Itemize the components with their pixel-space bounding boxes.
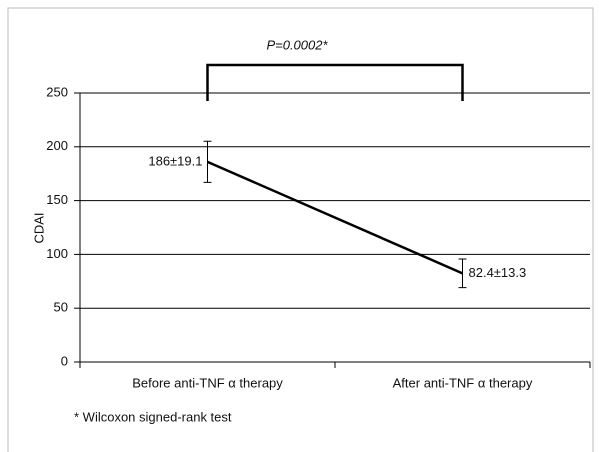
y-tick-label: 250 [46,84,68,99]
x-tick-label: After anti-TNF α therapy [393,375,533,390]
y-tick-label: 150 [46,192,68,207]
annotation: P=0.0002* [266,37,328,52]
significance-bracket [206,63,464,101]
frame [7,7,594,452]
data-line [206,160,464,275]
error-bar [203,140,212,183]
data-label: 82.4±13.3 [469,265,527,280]
data-label: 186±19.1 [148,153,202,168]
y-axis-label: CDAI [31,212,46,243]
y-tick-label: 100 [46,246,68,261]
x-tick-label: Before anti-TNF α therapy [132,375,283,390]
y-tick-label: 0 [61,353,68,368]
y-tick-label: 50 [54,300,68,315]
error-bar [458,258,467,289]
footnote: * Wilcoxon signed-rank test [74,409,232,424]
y-tick-label: 200 [46,138,68,153]
